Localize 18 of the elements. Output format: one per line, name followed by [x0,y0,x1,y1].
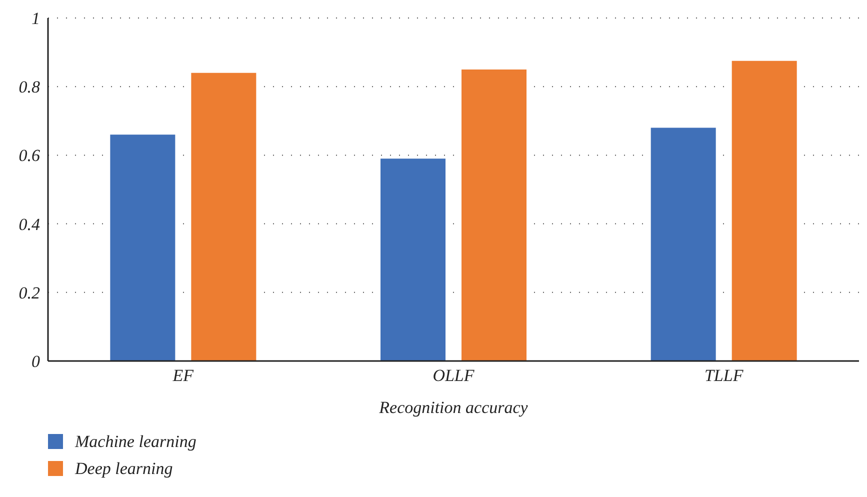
x-tick-label: OLLF [432,366,475,386]
bar [380,158,446,361]
x-tick-label: TLLF [704,366,744,386]
y-tick-label: 0.2 [18,283,40,302]
x-axis-title: Recognition accuracy [378,398,528,417]
bar [650,128,716,361]
x-tick-label: EF [172,366,194,386]
y-tick-label: 0.8 [18,78,40,97]
y-tick-label: 0.6 [18,146,40,166]
bar [462,69,527,361]
legend-label: Machine learning [75,432,196,452]
y-tick-label: 0.4 [18,214,40,234]
bar [732,60,797,361]
legend-label: Deep learning [75,458,173,478]
bar [191,72,256,361]
y-tick-label: 1 [32,9,40,28]
bar [110,134,176,361]
y-tick-label: 0 [32,352,40,372]
